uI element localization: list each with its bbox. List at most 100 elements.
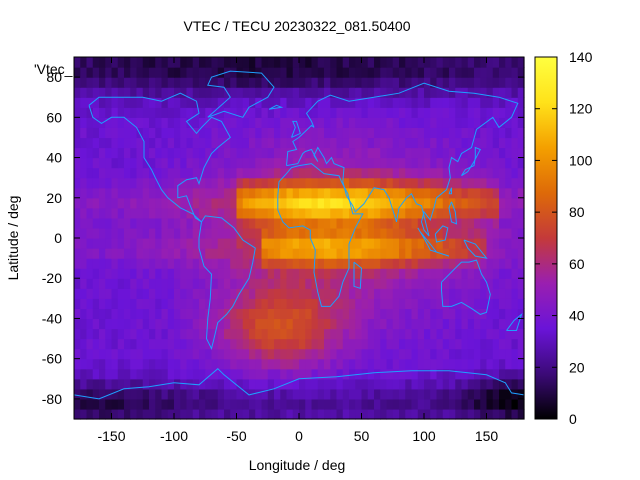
heatmap-cell — [499, 338, 506, 350]
heatmap-cell — [411, 338, 419, 350]
heatmap-cell — [111, 318, 119, 330]
heatmap-cell — [399, 177, 406, 189]
heatmap-cell — [511, 87, 519, 98]
heatmap-cell — [180, 147, 188, 159]
heatmap-cell — [99, 77, 106, 88]
heatmap-cell — [199, 268, 206, 279]
heatmap-cell — [142, 57, 150, 68]
heatmap-cell — [167, 388, 175, 400]
heatmap-cell — [392, 197, 400, 209]
heatmap-cell — [455, 398, 463, 410]
heatmap-cell — [474, 308, 481, 320]
heatmap-cell — [305, 57, 313, 68]
heatmap-cell — [474, 187, 481, 199]
heatmap-cell — [149, 388, 156, 400]
heatmap-cell — [242, 187, 250, 199]
heatmap-cell — [111, 117, 119, 128]
heatmap-cell — [436, 137, 444, 149]
heatmap-cell — [461, 238, 469, 249]
heatmap-cell — [111, 67, 119, 78]
heatmap-cell — [461, 278, 469, 289]
heatmap-cell — [92, 187, 100, 199]
heatmap-cell — [449, 318, 456, 330]
heatmap-cell — [299, 147, 306, 159]
heatmap-cell — [305, 348, 313, 360]
heatmap-cell — [455, 167, 463, 179]
heatmap-cell — [336, 268, 344, 279]
heatmap-cell — [374, 308, 381, 320]
heatmap-cell — [274, 227, 281, 239]
heatmap-cell — [105, 197, 113, 209]
heatmap-cell — [92, 217, 100, 229]
heatmap-cell — [336, 248, 344, 259]
heatmap-cell — [411, 258, 419, 269]
colorbar-tick-label: 20 — [569, 359, 585, 375]
heatmap-cell — [236, 308, 244, 320]
heatmap-cell — [255, 167, 263, 179]
heatmap-cell — [142, 127, 150, 139]
heatmap-cell — [80, 137, 88, 149]
heatmap-cell — [324, 238, 331, 249]
heatmap-cell — [317, 358, 325, 370]
heatmap-cell — [280, 248, 288, 259]
heatmap-cell — [80, 298, 88, 309]
heatmap-cell — [267, 157, 275, 169]
heatmap-cell — [386, 388, 394, 400]
heatmap-cell — [442, 77, 450, 88]
heatmap-cell — [192, 398, 200, 410]
heatmap-cell — [417, 57, 425, 68]
heatmap-cell — [149, 147, 156, 159]
heatmap-cell — [111, 167, 119, 179]
heatmap-cell — [299, 67, 306, 78]
heatmap-cell — [311, 207, 319, 219]
heatmap-cell — [155, 268, 163, 279]
heatmap-cell — [311, 238, 319, 249]
heatmap-cell — [205, 67, 213, 78]
heatmap-cell — [149, 408, 156, 420]
heatmap-cell — [174, 157, 181, 169]
heatmap-cell — [349, 117, 356, 128]
heatmap-cell — [180, 207, 188, 219]
heatmap-cell — [367, 238, 375, 249]
heatmap-cell — [92, 57, 100, 68]
heatmap-cell — [480, 167, 488, 179]
heatmap-cell — [286, 238, 294, 249]
heatmap-cell — [124, 238, 131, 249]
heatmap-cell — [517, 177, 525, 189]
heatmap-cell — [142, 187, 150, 199]
heatmap-cell — [305, 408, 313, 420]
coastline — [463, 239, 488, 259]
heatmap-cell — [292, 378, 300, 390]
heatmap-cell — [136, 227, 144, 239]
heatmap-cell — [155, 87, 163, 98]
heatmap-cell — [174, 207, 181, 219]
heatmap-cell — [486, 278, 494, 289]
heatmap-cell — [105, 298, 113, 309]
heatmap-cell — [311, 77, 319, 88]
heatmap-cell — [167, 227, 175, 239]
heatmap-cell — [317, 368, 325, 380]
heatmap-cell — [117, 107, 125, 118]
heatmap-cell — [374, 388, 381, 400]
heatmap-cell — [230, 268, 238, 279]
heatmap-cell — [299, 278, 306, 289]
heatmap-cell — [342, 57, 350, 68]
heatmap-cell — [255, 358, 263, 370]
heatmap-cell — [155, 57, 163, 68]
heatmap-cell — [155, 248, 163, 259]
heatmap-cell — [511, 278, 519, 289]
heatmap-cell — [292, 207, 300, 219]
heatmap-cell — [205, 288, 213, 299]
heatmap-cell — [261, 167, 269, 179]
heatmap-cell — [149, 268, 156, 279]
heatmap-cell — [174, 57, 181, 68]
heatmap-cell — [217, 127, 225, 139]
heatmap-cell — [105, 77, 113, 88]
heatmap-cell — [449, 248, 456, 259]
heatmap-cell — [286, 187, 294, 199]
heatmap-cell — [230, 117, 238, 128]
heatmap-cell — [430, 408, 438, 420]
heatmap-cell — [342, 167, 350, 179]
heatmap-cell — [236, 348, 244, 360]
heatmap-cell — [517, 197, 525, 209]
